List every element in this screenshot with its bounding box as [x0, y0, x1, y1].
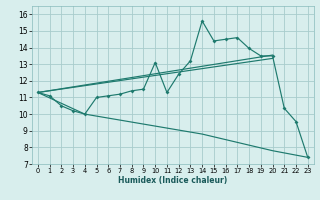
X-axis label: Humidex (Indice chaleur): Humidex (Indice chaleur) [118, 176, 228, 185]
